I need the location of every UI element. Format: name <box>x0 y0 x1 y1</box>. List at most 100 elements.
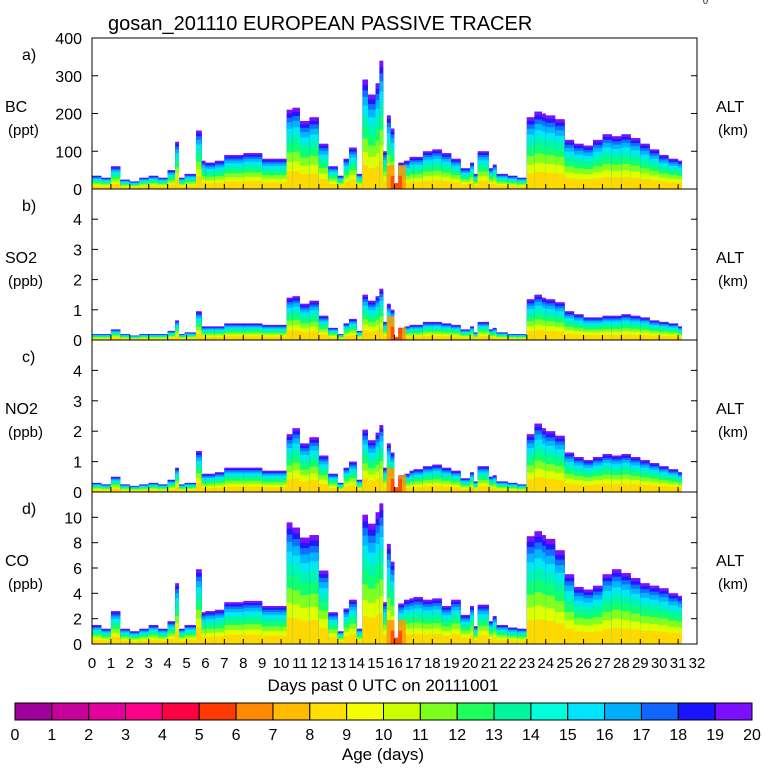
age-band-9 <box>318 627 329 644</box>
colorbar-swatch <box>309 702 348 721</box>
y-tick-label: 2 <box>73 424 82 441</box>
age-band-9 <box>383 336 388 340</box>
age-band-9 <box>492 183 498 189</box>
age-band-9 <box>224 336 244 340</box>
age-band-9 <box>489 639 494 644</box>
age-band-9 <box>451 487 462 492</box>
y-tick-label: 4 <box>73 212 82 229</box>
age-band-9 <box>583 335 594 340</box>
age-band-9 <box>328 488 339 492</box>
age-band-9 <box>328 184 339 189</box>
age-band-9 <box>383 180 388 189</box>
age-band-9 <box>621 177 632 189</box>
age-band-9 <box>441 635 452 644</box>
colorbar-swatch <box>235 702 274 721</box>
age-band-9 <box>243 486 263 492</box>
colorbar-tick-label: 1 <box>47 727 56 744</box>
age-band-9 <box>379 477 384 492</box>
panel-co: 0 2 4 6 8 10 d) CO (ppb) ALT (km) <box>5 491 748 654</box>
colorbar-tick-label: 18 <box>669 727 687 744</box>
species-label: BC <box>5 99 27 116</box>
age-band-9 <box>201 182 207 189</box>
age-band-9 <box>205 183 216 189</box>
age-band-9 <box>158 338 169 340</box>
age-band-9 <box>460 184 471 189</box>
age-band-9 <box>489 337 494 340</box>
age-band-9 <box>196 627 203 644</box>
age-band-9 <box>602 334 613 340</box>
colorbar-tick-label: 0 <box>11 727 20 744</box>
age-band-9 <box>413 633 424 644</box>
age-band-9 <box>542 172 547 189</box>
age-band-9 <box>404 488 411 492</box>
area-fill-group <box>92 288 682 340</box>
age-band-9 <box>404 337 411 340</box>
chart-title: gosan_201110 EUROPEAN PASSIVE TRACER <box>108 13 532 35</box>
age-band-9 <box>179 338 186 340</box>
age-band-9 <box>640 630 651 644</box>
age-band-9 <box>179 490 186 492</box>
age-band-9 <box>184 185 197 189</box>
age-band-9 <box>362 615 369 644</box>
age-band-9 <box>640 179 651 189</box>
age-band-9 <box>517 640 528 644</box>
age-band-9 <box>139 186 150 189</box>
corner-mark: 0 <box>703 0 708 6</box>
age-band-9 <box>243 336 263 340</box>
age-band-9 <box>175 486 180 492</box>
x-tick-label: 32 <box>689 655 706 672</box>
age-band-9 <box>375 165 380 189</box>
y-tick-label: 2 <box>73 273 82 290</box>
age-band-9 <box>477 635 490 644</box>
colorbar-swatch <box>493 702 532 721</box>
age-band-9 <box>526 479 535 492</box>
panel-label: a) <box>22 47 36 64</box>
age-band-9 <box>286 171 293 189</box>
age-band-9 <box>148 639 159 644</box>
age-band-9 <box>611 484 622 492</box>
age-band-9 <box>224 486 244 492</box>
age-bands <box>92 60 682 189</box>
age-band-9 <box>281 336 288 340</box>
x-tick-label: 16 <box>386 655 403 672</box>
age-band-9 <box>659 181 670 189</box>
age-band-9 <box>422 634 433 644</box>
colorbar-tick-label: 20 <box>743 727 761 744</box>
right-unit-label: (km) <box>718 424 748 441</box>
right-unit-label: (km) <box>718 122 748 139</box>
age-band-9 <box>343 636 350 644</box>
age-band-9 <box>167 639 176 644</box>
x-axis-label: Days past 0 UTC on 20111001 <box>268 676 499 695</box>
age-band-9 <box>337 186 345 189</box>
y-tick-label: 10 <box>64 510 82 527</box>
age-band-9 <box>678 487 682 492</box>
age-band-9 <box>602 628 613 644</box>
age-band-9 <box>460 637 471 644</box>
age-band-9 <box>292 618 301 644</box>
x-tick-label: 12 <box>311 655 328 672</box>
x-tick-label: 20 <box>462 655 479 672</box>
age-band-9 <box>167 184 176 189</box>
age-bands <box>92 423 682 492</box>
y-tick-label: 200 <box>55 107 82 124</box>
age-band-9 <box>309 331 320 340</box>
age-band-9 <box>167 338 176 340</box>
y-tick-label: 6 <box>73 561 82 578</box>
age-band-9 <box>101 640 112 644</box>
age-band-9 <box>309 173 320 189</box>
age-band-9 <box>92 338 103 340</box>
colorbar-label: Age (days) <box>342 745 424 764</box>
area-fill-group <box>92 60 682 189</box>
age-band-9 <box>205 636 216 644</box>
x-tick-label: 17 <box>405 655 422 672</box>
age-band-9 <box>356 185 363 189</box>
age-band-9 <box>526 620 535 644</box>
x-tick-label: 7 <box>220 655 228 672</box>
age-band-9 <box>649 180 660 189</box>
age-band-9 <box>460 337 471 340</box>
age-band-9 <box>422 180 433 189</box>
age-band-9 <box>611 177 622 189</box>
age-band-9 <box>441 336 452 340</box>
x-tick-label: 29 <box>632 655 649 672</box>
age-band-9 <box>318 334 329 340</box>
